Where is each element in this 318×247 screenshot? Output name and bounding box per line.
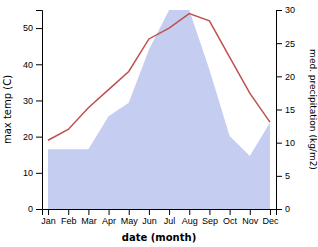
tick-mark [209,209,210,215]
tick: Sep [202,209,218,226]
axis-line [43,210,277,216]
tick-mark [149,209,150,215]
tick-mark [109,209,110,215]
line [48,14,270,141]
tick-mark [189,209,190,215]
tick: 30 [276,5,295,15]
tick: 10 [276,138,295,148]
tick: Jun [142,209,157,226]
tick: Mar [81,209,97,226]
tick-label: 5 [285,171,290,181]
tick-mark [36,28,42,29]
tick: 5 [276,171,290,181]
tick-label: Feb [61,216,77,226]
tick-mark [276,176,282,177]
tick-mark [276,143,282,144]
tick-label: Aug [182,216,198,226]
tick-label: Nov [242,216,259,226]
y-axis: 0 10 20 30 40 50 [23,11,43,215]
tick-label: Oct [223,216,238,226]
tick-label: 10 [285,138,295,148]
tick: Jan [41,209,56,226]
tick: 20 [23,132,42,142]
tick: Feb [61,209,77,226]
y-axis-title: max temp (C) [2,75,13,144]
tick-mark [250,209,251,215]
tick: 30 [23,96,42,106]
tick-mark [276,10,282,11]
x-axis-title: date (month) [122,232,196,243]
tick-mark [230,209,231,215]
tick-label: 10 [23,168,33,178]
tick-label: Jan [41,216,56,226]
tick-mark [36,209,42,210]
tick-label: 40 [23,60,33,70]
tick-mark [276,76,282,77]
y2-axis: 0 5 10 15 20 25 30 [276,5,295,214]
tick-label: Dec [262,216,279,226]
marks [48,10,270,209]
chart: Jan Feb Mar Apr MayJun Jul Aug Sep Oct NovDec 0 10 2… [0,0,318,247]
tick-label: Mar [81,216,97,226]
tick-label: 20 [285,72,295,82]
tick-mark [88,209,89,215]
tick-mark [36,100,42,101]
tick-mark [36,64,42,65]
tick-label: 0 [28,204,33,214]
tick-mark [36,173,42,174]
tick: 20 [276,72,295,82]
tick: 10 [23,168,42,178]
tick-mark [129,209,130,215]
tick-label: 30 [23,96,33,106]
tick: 0 [28,204,42,214]
tick-label: Jul [164,216,176,226]
tick-label: May [121,216,139,226]
tick-label: 15 [285,105,295,115]
tick: 50 [23,23,42,33]
tick: Dec [262,209,279,226]
tick-label: Sep [202,216,218,226]
tick-mark [36,137,42,138]
tick: Nov [242,209,259,226]
tick: Aug [182,209,198,226]
tick-mark [68,209,69,215]
axis-line [36,11,43,210]
x-axis: Jan Feb Mar Apr MayJun Jul Aug Sep Oct NovDec [41,209,279,226]
tick-label: 25 [285,39,295,49]
tick: Oct [223,209,238,226]
tick-mark [169,209,170,215]
area [48,10,270,209]
tick: Jul [164,209,176,226]
tick-mark [276,110,282,111]
tick-mark [276,209,282,210]
tick-label: Jun [142,216,157,226]
tick: 25 [276,39,295,49]
tick-label: 0 [285,204,290,214]
tick-label: 30 [285,5,295,15]
tick: 15 [276,105,295,115]
tick-mark [270,209,271,215]
tick: May [121,209,139,226]
tick: 40 [23,60,42,70]
tick-label: 20 [23,132,33,142]
tick: 0 [276,204,290,214]
y2-axis-title: med. precipitation (kg/m2) [308,49,318,170]
tick-label: 50 [23,23,33,33]
tick-label: Apr [102,216,116,226]
tick-mark [276,43,282,44]
plot: Jan Feb Mar Apr MayJun Jul Aug Sep Oct NovDec 0 10 2… [23,5,295,226]
axis-line [277,11,283,210]
tick: Apr [102,209,116,226]
tick-mark [48,209,49,215]
